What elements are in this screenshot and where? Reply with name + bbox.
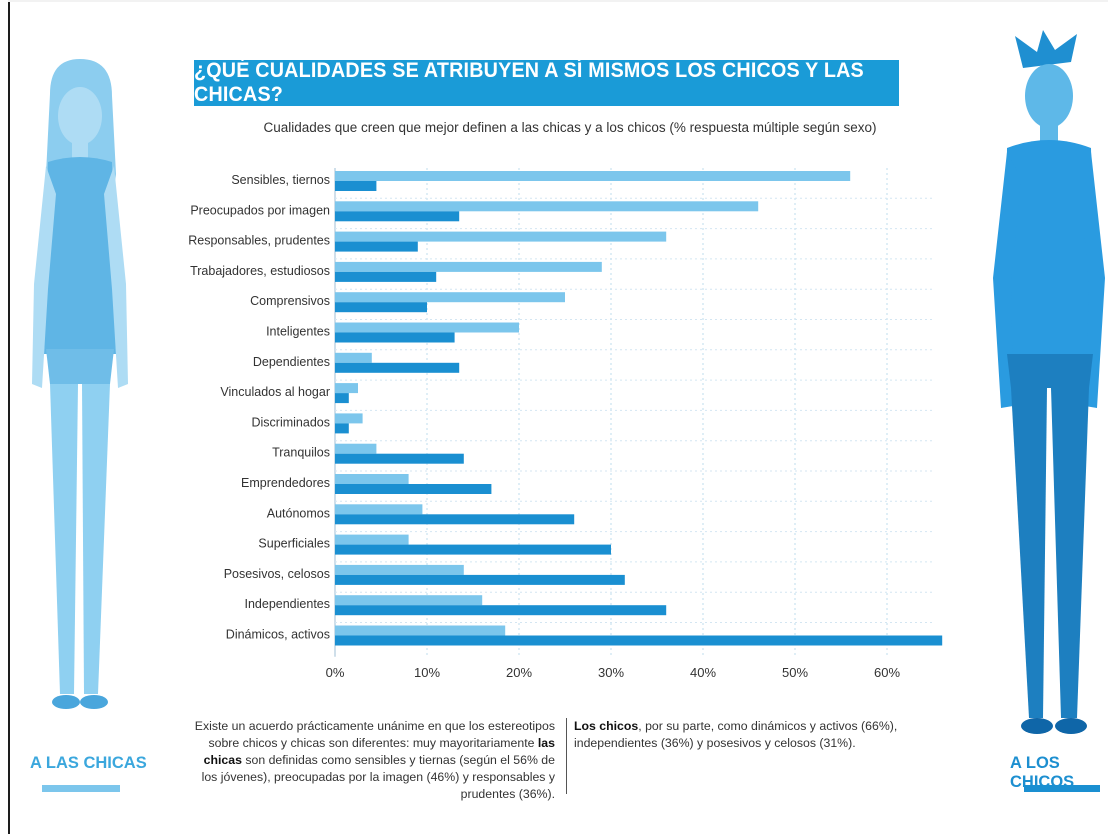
category-label: Sensibles, tiernos	[231, 173, 330, 187]
category-label: Tranquilos	[272, 446, 330, 460]
category-label: Comprensivos	[250, 294, 330, 308]
category-label: Posesivos, celosos	[224, 567, 330, 581]
bar-chicas	[335, 322, 519, 333]
notes-divider	[566, 718, 567, 794]
category-label: Emprendedores	[241, 476, 330, 490]
bar-chicos	[335, 362, 460, 373]
bar-chicas	[335, 261, 602, 272]
category-label: Preocupados por imagen	[190, 203, 330, 217]
category-label: Dinámicos, activos	[226, 628, 330, 642]
note-chicas: Existe un acuerdo prácticamente unánime …	[185, 718, 555, 803]
bar-chicas	[335, 231, 667, 242]
note-chicas-text-2: son definidas como sensibles y tiernas (…	[201, 753, 555, 801]
bar-chicas	[335, 625, 506, 636]
page-top-border	[8, 0, 1108, 2]
boy-illustration	[993, 30, 1105, 734]
legend-label-chicas: A LAS CHICAS	[30, 754, 147, 772]
x-tick-label: 20%	[506, 665, 532, 680]
bar-chicos	[335, 393, 349, 404]
bar-chicas	[335, 383, 358, 394]
bar-chicos	[335, 453, 464, 464]
x-tick-label: 0%	[326, 665, 345, 680]
bar-chicas	[335, 534, 409, 545]
bar-chicos	[335, 241, 418, 252]
bar-chicos	[335, 574, 625, 585]
x-tick-label: 50%	[782, 665, 808, 680]
category-label: Dependientes	[253, 355, 330, 369]
bar-chicas	[335, 171, 851, 181]
legend-swatch-chicas	[42, 785, 120, 792]
bar-chicos	[335, 605, 667, 616]
bar-chicos	[335, 211, 460, 222]
note-chicos: Los chicos, por su parte, como dinámicos…	[574, 718, 904, 752]
bar-chicos	[335, 302, 427, 313]
bar-chicas	[335, 504, 423, 515]
note-chicas-bold: las chicas	[203, 736, 555, 767]
category-label: Autónomos	[267, 506, 330, 520]
bar-chicas	[335, 292, 565, 303]
bar-chicos	[335, 423, 349, 434]
category-label: Independientes	[245, 597, 331, 611]
bar-chicos	[335, 271, 437, 282]
girl-illustration	[32, 59, 128, 709]
chart-title: ¿QUÉ CUALIDADES SE ATRIBUYEN A SÍ MISMOS…	[194, 59, 864, 106]
bar-chicas	[335, 413, 363, 424]
bar-chicas	[335, 564, 464, 575]
category-label: Superficiales	[258, 537, 330, 551]
bar-chicas	[335, 352, 372, 363]
bar-chicos	[335, 332, 455, 343]
bar-chicos	[335, 514, 575, 525]
note-chicos-text: , por su parte, como dinámicos y activos…	[574, 719, 898, 750]
chart-title-banner: ¿QUÉ CUALIDADES SE ATRIBUYEN A SÍ MISMOS…	[194, 59, 899, 106]
category-label: Discriminados	[252, 415, 331, 429]
bar-chicos	[335, 484, 492, 494]
note-chicas-text-1: Existe un acuerdo prácticamente unánime …	[194, 719, 555, 750]
note-chicos-bold: Los chicos	[574, 719, 639, 733]
category-label: Vinculados al hogar	[220, 385, 330, 399]
x-tick-label: 10%	[414, 665, 440, 680]
chart-subtitle: Cualidades que creen que mejor definen a…	[263, 120, 877, 135]
bar-chicas	[335, 595, 483, 606]
bar-chicos	[335, 544, 611, 555]
category-label: Trabajadores, estudiosos	[190, 264, 330, 278]
x-tick-label: 40%	[690, 665, 716, 680]
bar-chicas	[335, 474, 409, 484]
page-border	[8, 0, 10, 834]
x-tick-label: 30%	[598, 665, 624, 680]
bar-chicas	[335, 201, 759, 212]
category-label: Responsables, prudentes	[188, 234, 330, 248]
bar-chicos	[335, 181, 377, 191]
legend-swatch-chicos	[1024, 785, 1100, 792]
bar-chicas	[335, 443, 377, 454]
category-label: Inteligentes	[266, 325, 330, 339]
x-tick-label: 60%	[874, 665, 900, 680]
bar-chicos	[335, 635, 943, 646]
